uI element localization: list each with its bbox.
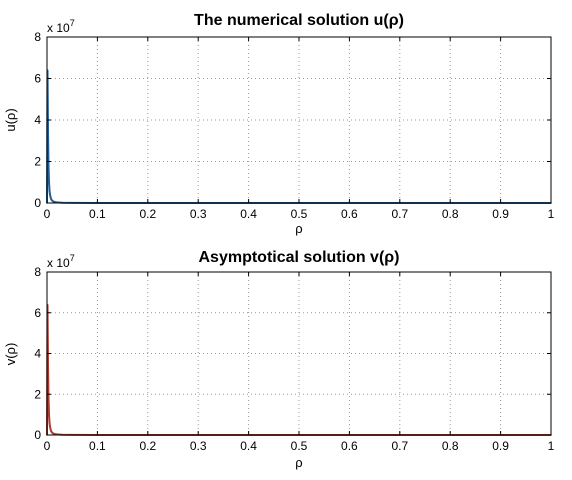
ticks-asymptotical: 0 0.1 0.2 0.3 0.4 0.5 0.6 0.7 0.8 0.9 1 0 2 4 6 8: [34, 265, 554, 453]
y-tick-label: 0: [34, 428, 41, 442]
data-point-asymptotical: [47, 397, 50, 400]
y-tick-label: 2: [34, 387, 41, 401]
data-point-numerical: [50, 198, 52, 200]
data-point-asymptotical: [48, 413, 50, 416]
x-tick-label: 1: [548, 439, 555, 453]
data-point-numerical: [47, 164, 50, 167]
x-tick-label: 0.5: [291, 207, 308, 221]
data-point-numerical: [47, 129, 49, 132]
y-tick-label: 2: [34, 155, 41, 169]
y-tick-label: 6: [34, 72, 41, 86]
plot-title-asymptotical: Asymptotical solution v(ρ): [198, 249, 399, 266]
y-tick-label: 6: [34, 306, 41, 320]
data-point-asymptotical: [47, 362, 49, 365]
data-point-numerical: [52, 200, 54, 203]
data-point-asymptotical: [52, 432, 54, 435]
x-tick-label: 0: [44, 439, 51, 453]
x-tick-label: 0.1: [89, 207, 106, 221]
x-tick-label: 0.3: [190, 439, 207, 453]
y-tick-label: 4: [34, 113, 41, 127]
x-tick-label: 0.6: [341, 207, 358, 221]
data-point-numerical: [48, 181, 50, 184]
y-axis-label-numerical: u(ρ): [3, 108, 18, 131]
x-axis-label-asymptotical: ρ: [295, 455, 302, 470]
x-axis-label-numerical: ρ: [295, 221, 302, 236]
grid-asymptotical: [47, 272, 551, 435]
x-tick-label: 0.3: [190, 207, 207, 221]
x-tick-label: 0.9: [492, 439, 509, 453]
y-exponent-asymptotical: x 107: [47, 253, 75, 270]
grid-numerical: [47, 37, 551, 203]
x-tick-label: 0.8: [442, 207, 459, 221]
x-tick-label: 0.6: [341, 439, 358, 453]
data-point-numerical: [48, 189, 51, 192]
plot-title-numerical: The numerical solution u(ρ): [194, 12, 404, 29]
data-point-numerical: [49, 193, 51, 196]
x-tick-label: 0.7: [391, 207, 408, 221]
x-tick-label: 0.4: [240, 207, 257, 221]
data-point-numerical: [53, 201, 56, 203]
x-tick-label: 0.8: [442, 439, 459, 453]
data-point-asymptotical: [49, 426, 51, 428]
x-tick-label: 0.2: [139, 439, 156, 453]
data-point-asymptotical: [48, 421, 51, 424]
y-exponent-numerical: x 107: [47, 18, 75, 35]
x-tick-label: 0.2: [139, 207, 156, 221]
y-tick-label: 8: [34, 265, 41, 279]
ticks-numerical: 0 0.1 0.2 0.3 0.4 0.5 0.6 0.7 0.8 0.9 1 0 2 4 6 8: [34, 30, 554, 221]
y-tick-label: 4: [34, 347, 41, 361]
x-tick-label: 0.5: [291, 439, 308, 453]
data-point-asymptotical: [53, 433, 56, 435]
x-tick-label: 0.7: [391, 439, 408, 453]
x-tick-label: 1: [548, 207, 555, 221]
subplot-numerical: 0 0.1 0.2 0.3 0.4 0.5 0.6 0.7 0.8 0.9 1 0 2 4 6 8 The n…: [3, 12, 555, 236]
x-tick-label: 0: [44, 207, 51, 221]
y-tick-label: 8: [34, 30, 41, 44]
subplot-asymptotical: 0 0.1 0.2 0.3 0.4 0.5 0.6 0.7 0.8 0.9 1 0 2 4 6 8 Asymp…: [3, 249, 555, 470]
x-tick-label: 0.9: [492, 207, 509, 221]
x-tick-label: 0.1: [89, 439, 106, 453]
data-point-asymptotical: [50, 430, 52, 432]
y-axis-label-asymptotical: v(ρ): [3, 343, 18, 366]
x-tick-label: 0.4: [240, 439, 257, 453]
y-tick-label: 0: [34, 196, 41, 210]
